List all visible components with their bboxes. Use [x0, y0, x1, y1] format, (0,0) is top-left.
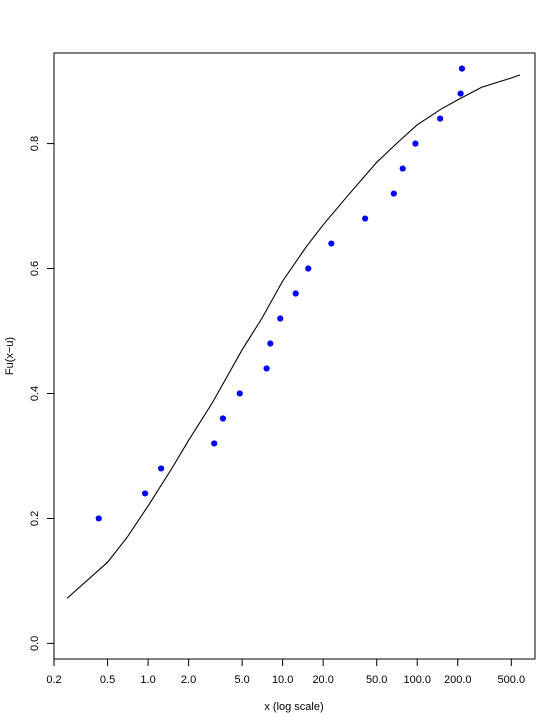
data-point	[437, 115, 444, 122]
y-tick-label: 0.4	[29, 386, 41, 401]
data-point	[457, 90, 464, 97]
data-point	[263, 365, 270, 372]
plot-frame	[53, 52, 536, 660]
x-tick-label: 20.0	[312, 674, 333, 686]
x-tick-label: 2.0	[181, 674, 196, 686]
data-point	[399, 165, 406, 172]
x-tick-label: 100.0	[403, 674, 431, 686]
data-point	[95, 515, 102, 522]
data-point	[328, 240, 335, 247]
data-point	[158, 465, 165, 472]
y-tick-label: 0.6	[29, 261, 41, 276]
data-point	[219, 415, 227, 422]
data-point	[211, 440, 218, 447]
y-axis: 0.0 0.2 0.4 0.6 0.8	[29, 136, 54, 651]
y-axis-title: Fu(x−u)	[4, 337, 16, 375]
x-tick-label: 200.0	[444, 674, 472, 686]
series-layer	[66, 65, 521, 599]
x-tick-label: 1.0	[140, 674, 155, 686]
data-point	[362, 215, 369, 222]
data-point	[141, 490, 149, 497]
y-tick-label: 0.8	[29, 136, 41, 151]
data-point	[458, 65, 466, 72]
data-point	[267, 340, 274, 347]
x-tick-label: 0.5	[100, 674, 115, 686]
data-point	[277, 315, 284, 322]
x-tick-label: 50.0	[366, 674, 387, 686]
x-tick-label: 5.0	[234, 674, 249, 686]
fitted-curve	[66, 74, 521, 599]
data-point	[236, 390, 243, 397]
data-point	[305, 265, 312, 272]
data-point	[292, 290, 299, 297]
x-tick-label: 500.0	[498, 674, 526, 686]
x-tick-label: 0.2	[46, 674, 61, 686]
data-point	[412, 140, 419, 147]
x-tick-label: 10.0	[272, 674, 293, 686]
y-tick-label: 0.2	[29, 511, 41, 526]
data-point	[390, 190, 397, 197]
y-tick-label: 0.0	[29, 636, 41, 651]
x-axis-title: x (log scale)	[264, 701, 323, 713]
x-axis: 0.2 0.5 1.0 2.0 5.0 10.0 20.0 50.0 100.0 200.0 500…	[46, 659, 525, 686]
